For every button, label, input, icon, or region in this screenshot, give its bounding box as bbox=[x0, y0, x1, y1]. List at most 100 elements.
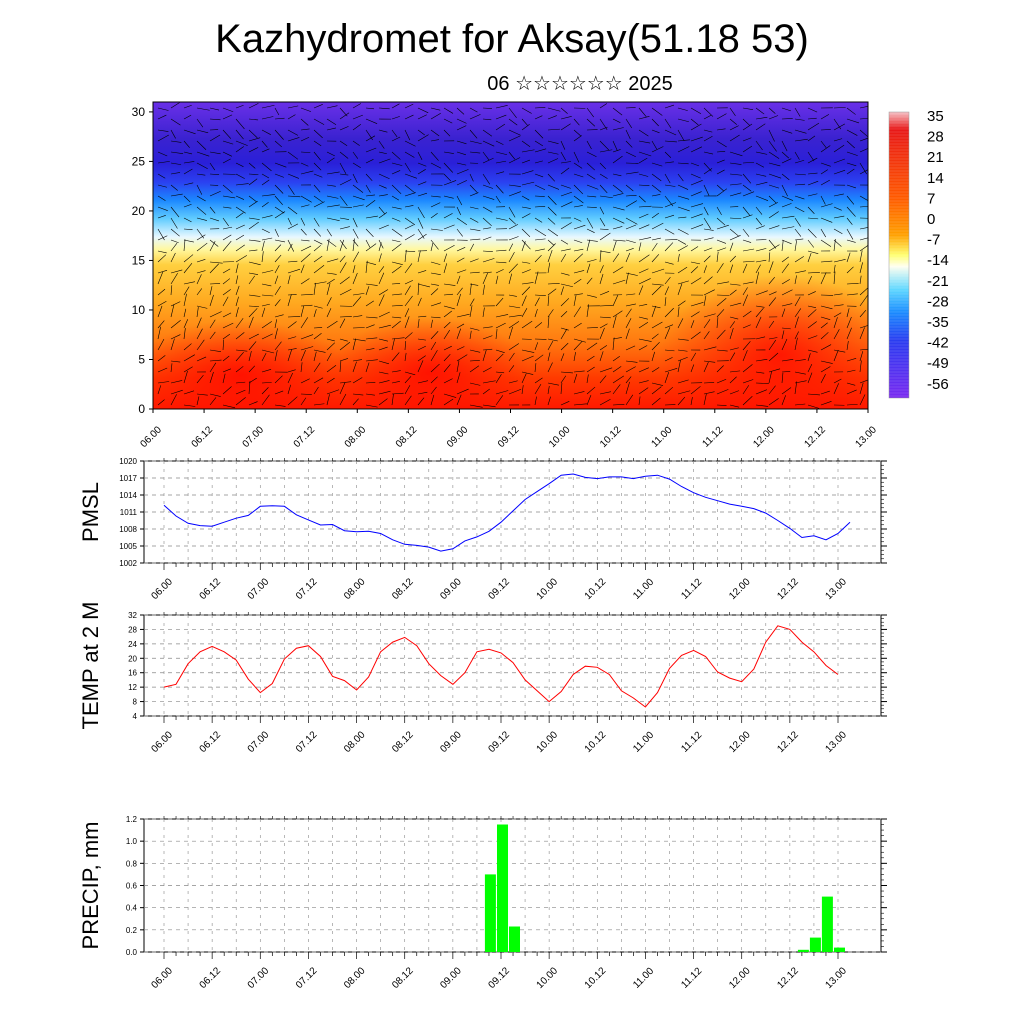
wind-vector bbox=[482, 349, 487, 362]
wind-vector bbox=[209, 294, 214, 307]
wind-vector bbox=[599, 291, 610, 296]
pmsl-ytick-label: 1014 bbox=[119, 491, 137, 500]
wind-vector bbox=[651, 237, 661, 241]
wind-vector bbox=[300, 304, 313, 307]
wind-vector bbox=[261, 369, 272, 373]
wind-vector bbox=[300, 317, 309, 329]
wind-vector bbox=[742, 294, 748, 307]
wind-vector bbox=[560, 239, 569, 245]
wind-vector bbox=[339, 195, 348, 206]
wind-vector bbox=[638, 285, 644, 296]
wind-vector bbox=[755, 225, 765, 230]
wind-vector bbox=[833, 228, 843, 235]
wind-vector bbox=[781, 239, 792, 245]
wind-vector bbox=[209, 217, 220, 222]
wind-vector bbox=[274, 162, 287, 168]
wind-vector bbox=[547, 382, 559, 386]
wind-vector bbox=[612, 118, 621, 123]
temp-xtick-label: 08.00 bbox=[342, 729, 368, 755]
wind-vector bbox=[443, 329, 450, 340]
wind-vector bbox=[703, 319, 711, 329]
wind-vector bbox=[716, 365, 724, 373]
wind-vector bbox=[287, 372, 293, 384]
wind-vector bbox=[833, 158, 845, 164]
wind-vector bbox=[599, 367, 613, 373]
wind-vector bbox=[794, 371, 806, 375]
wind-vector bbox=[859, 129, 868, 137]
wind-vector bbox=[807, 239, 815, 248]
precip-xtick-label: 06.12 bbox=[198, 965, 224, 991]
wind-vector bbox=[482, 367, 492, 373]
wind-vector bbox=[365, 337, 378, 340]
wind-vector bbox=[625, 303, 636, 307]
wind-vector bbox=[755, 181, 768, 186]
wind-vector bbox=[833, 138, 843, 142]
wind-vector bbox=[690, 320, 695, 329]
wind-vector bbox=[781, 107, 792, 112]
wind-vector bbox=[222, 339, 225, 351]
wind-vector bbox=[599, 126, 608, 131]
wind-vector bbox=[716, 247, 727, 252]
wind-vector bbox=[690, 352, 697, 362]
wind-vector bbox=[716, 113, 727, 120]
wind-vector bbox=[794, 316, 799, 329]
wind-vector bbox=[703, 361, 709, 373]
wind-vector bbox=[599, 140, 610, 151]
wind-vector bbox=[456, 118, 467, 124]
wind-vector bbox=[157, 250, 167, 254]
wind-vector bbox=[651, 285, 662, 296]
wind-vector bbox=[586, 386, 596, 395]
wind-vector bbox=[833, 193, 844, 197]
wind-vector bbox=[495, 395, 504, 406]
wind-vector bbox=[157, 107, 169, 111]
wind-vector bbox=[469, 330, 472, 340]
wind-vector bbox=[404, 285, 411, 296]
wind-vector bbox=[313, 282, 316, 296]
wind-vector bbox=[742, 137, 752, 142]
wind-vector bbox=[157, 367, 168, 373]
wind-vector bbox=[235, 183, 249, 186]
colorbar-label: 28 bbox=[927, 129, 944, 146]
wind-vector bbox=[339, 239, 347, 250]
wind-vector bbox=[248, 350, 252, 362]
wind-vector bbox=[170, 304, 175, 318]
wind-vector bbox=[625, 129, 631, 140]
wind-vector bbox=[677, 107, 688, 111]
wind-vector bbox=[781, 203, 792, 208]
wind-vector bbox=[274, 244, 282, 252]
wind-vector bbox=[352, 228, 359, 239]
wind-vector bbox=[521, 228, 531, 238]
wind-vector bbox=[716, 349, 728, 352]
wind-vector bbox=[417, 169, 426, 175]
wind-vector bbox=[807, 151, 815, 162]
wind-vector bbox=[443, 118, 453, 124]
wind-vector bbox=[638, 254, 650, 263]
wind-vector bbox=[222, 240, 232, 252]
wind-vector bbox=[404, 217, 416, 226]
wind-vector bbox=[664, 349, 675, 352]
wind-vector bbox=[274, 265, 280, 274]
wind-vector bbox=[183, 195, 191, 203]
wind-vector bbox=[196, 288, 203, 296]
wind-vector bbox=[456, 180, 468, 186]
pmsl-xtick-label: 12.12 bbox=[775, 576, 801, 602]
wind-vector bbox=[326, 105, 338, 109]
wind-vector bbox=[430, 202, 441, 208]
wind-vector bbox=[664, 286, 670, 296]
wind-vector bbox=[820, 145, 831, 153]
wind-vector bbox=[495, 249, 507, 252]
wind-vector bbox=[456, 125, 467, 131]
wind-vector bbox=[742, 191, 755, 197]
wind-vector bbox=[599, 375, 607, 384]
wind-vector bbox=[703, 135, 713, 142]
precip-xtick-label: 12.12 bbox=[775, 965, 801, 991]
wind-vector bbox=[469, 258, 479, 263]
wind-vector bbox=[352, 338, 357, 351]
xs-xtick-label: 08.12 bbox=[394, 424, 420, 450]
wind-vector bbox=[170, 394, 177, 406]
wind-vector bbox=[599, 228, 609, 230]
xs-xtick-label: 06.00 bbox=[138, 424, 164, 450]
wind-vector bbox=[482, 195, 495, 200]
wind-vector bbox=[209, 371, 214, 384]
wind-vector bbox=[313, 265, 325, 274]
